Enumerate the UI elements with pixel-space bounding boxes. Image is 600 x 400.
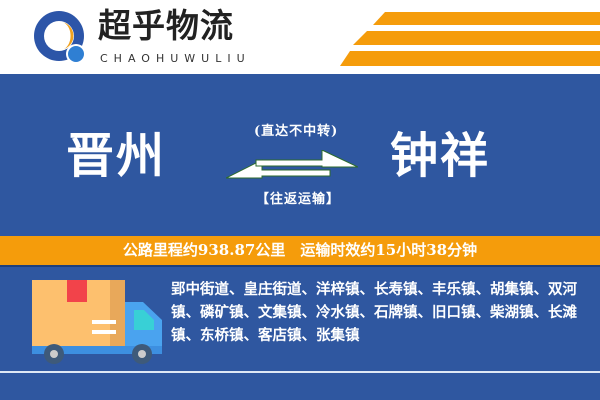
logo-icon (34, 11, 86, 64)
round-trip-note: 【往返运输】 (256, 192, 341, 207)
service-towns-list: 郢中街道、皇庄街道、洋梓镇、长寿镇、丰乐镇、胡集镇、双河镇、磷矿镇、文集镇、冷水… (171, 281, 577, 344)
divider (0, 371, 600, 373)
header: 超乎物流 CHAOHUWULIU (0, 0, 600, 74)
truck-icon (32, 280, 162, 364)
decorative-stripes (340, 12, 600, 66)
distance-time-bar: 公路里程约938.87公里 运输时效约15小时38分钟 (0, 236, 600, 267)
brand-name: 超乎物流 (98, 6, 234, 45)
origin-city: 晋州 (66, 128, 167, 184)
bidirectional-arrows-icon (226, 150, 358, 179)
brand-name-en: CHAOHUWULIU (100, 52, 251, 65)
direct-note: (直达不中转) (254, 124, 339, 139)
destination-city: 钟祥 (390, 128, 491, 184)
